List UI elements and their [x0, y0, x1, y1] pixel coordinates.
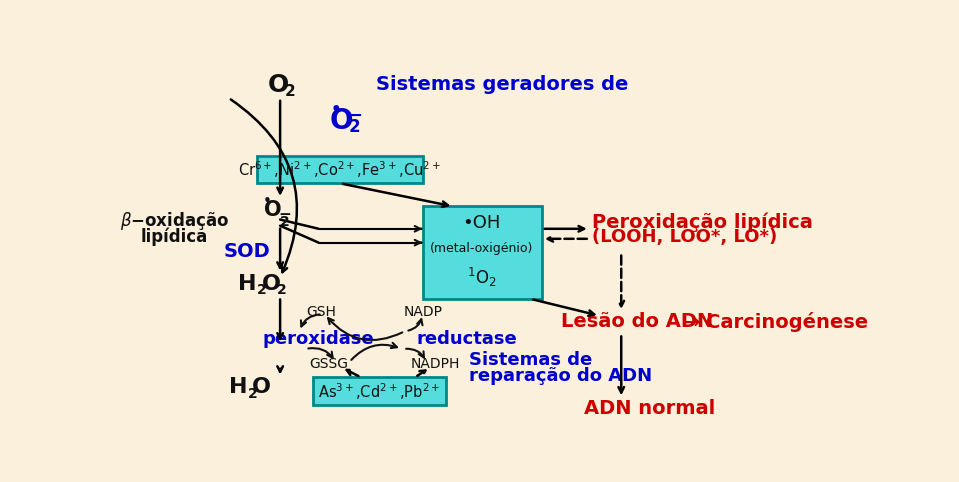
Text: O: O — [252, 377, 271, 397]
Text: reductase: reductase — [416, 330, 517, 348]
Text: Cr$^{6+}$,Ni$^{2+}$,Co$^{2+}$,Fe$^{3+}$,Cu$^{2+}$: Cr$^{6+}$,Ni$^{2+}$,Co$^{2+}$,Fe$^{3+}$,… — [238, 159, 441, 180]
Text: As$^{3+}$,Cd$^{2+}$,Pb$^{2+}$: As$^{3+}$,Cd$^{2+}$,Pb$^{2+}$ — [318, 381, 440, 402]
Text: O: O — [268, 73, 290, 97]
Text: SOD: SOD — [223, 242, 270, 261]
Text: NADPH: NADPH — [410, 357, 459, 371]
Text: (LOOH, LOO*, LO*): (LOOH, LOO*, LO*) — [592, 228, 777, 246]
Text: −: − — [278, 207, 292, 222]
Text: •: • — [330, 101, 340, 119]
Text: Peroxidação lipídica: Peroxidação lipídica — [592, 212, 813, 231]
Text: reparação do ADN: reparação do ADN — [469, 367, 652, 385]
Text: Sistemas geradores de: Sistemas geradores de — [376, 75, 629, 94]
Text: •OH: •OH — [462, 214, 501, 232]
Text: 2: 2 — [280, 215, 290, 229]
Text: (metal-oxigénio): (metal-oxigénio) — [431, 242, 533, 255]
FancyBboxPatch shape — [423, 206, 542, 299]
Text: Carcinogénese: Carcinogénese — [706, 312, 868, 332]
FancyBboxPatch shape — [314, 377, 446, 405]
Text: H: H — [228, 377, 247, 397]
Text: lipídica: lipídica — [141, 227, 208, 246]
Text: →: → — [684, 312, 700, 332]
Text: H: H — [238, 274, 256, 294]
FancyBboxPatch shape — [257, 156, 423, 183]
Text: Sistemas de: Sistemas de — [469, 351, 592, 369]
Text: GSSG: GSSG — [309, 357, 348, 371]
Text: O: O — [262, 274, 280, 294]
Text: O: O — [265, 200, 282, 219]
Text: 2: 2 — [247, 387, 257, 401]
Text: ADN normal: ADN normal — [584, 399, 715, 418]
Text: O: O — [330, 107, 354, 135]
Text: $^1$O$_2$: $^1$O$_2$ — [467, 266, 497, 289]
Text: NADP: NADP — [404, 305, 442, 319]
Text: GSH: GSH — [306, 305, 336, 319]
Text: 2: 2 — [349, 118, 361, 136]
Text: 2: 2 — [285, 84, 295, 99]
Text: 2: 2 — [277, 283, 287, 297]
Text: $\beta$−oxidação: $\beta$−oxidação — [120, 210, 229, 232]
Text: peroxidase: peroxidase — [263, 330, 374, 348]
Text: −: − — [347, 107, 363, 125]
Text: Lesão do ADN: Lesão do ADN — [561, 312, 713, 332]
Text: 2: 2 — [257, 283, 267, 297]
Text: •: • — [263, 194, 271, 209]
